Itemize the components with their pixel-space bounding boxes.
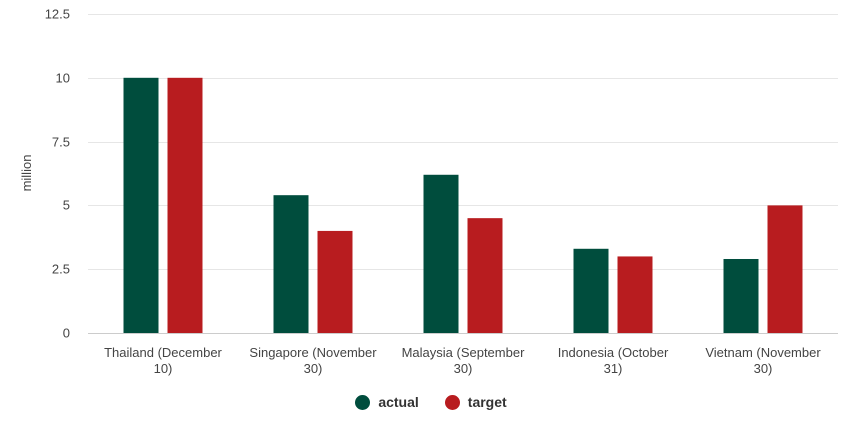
y-tick-label: 10 (56, 71, 70, 86)
x-axis-labels: Thailand (December 10) Singapore (November… (104, 345, 821, 376)
x-tick-label: Indonesia (October 31) (558, 345, 669, 376)
bar-target[interactable] (617, 256, 653, 333)
bar-target[interactable] (767, 205, 803, 333)
bar-actual[interactable] (573, 248, 609, 333)
bar-target[interactable] (317, 230, 353, 333)
x-tick-label: Malaysia (September 30) (402, 345, 525, 376)
x-tick-label: Thailand (December 10) (104, 345, 222, 376)
y-tick-label: 2.5 (52, 262, 70, 277)
y-tick-label: 0 (63, 326, 70, 341)
y-axis-label: million (19, 155, 34, 192)
x-tick-label: Vietnam (November 30) (705, 345, 821, 376)
legend-marker-target (444, 394, 460, 410)
legend-label-target: target (467, 394, 507, 410)
bar-target[interactable] (167, 77, 203, 333)
gridlines (88, 14, 838, 334)
legend-item-target[interactable]: target (444, 394, 507, 410)
x-tick-label: Singapore (November 30) (249, 345, 377, 376)
legend-marker-actual (355, 394, 371, 410)
y-tick-label: 12.5 (45, 7, 70, 22)
y-tick-label: 5 (63, 198, 70, 213)
legend-item-actual[interactable]: actual (355, 394, 419, 410)
bar-actual[interactable] (723, 258, 759, 333)
legend-label-actual: actual (378, 394, 419, 410)
bar-actual[interactable] (423, 174, 459, 333)
y-axis-ticks: 0 2.5 5 7.5 10 12.5 (45, 7, 70, 341)
y-tick-label: 7.5 (52, 135, 70, 150)
bars (123, 77, 803, 333)
bar-actual[interactable] (273, 195, 309, 333)
bar-target[interactable] (467, 218, 503, 333)
bar-actual[interactable] (123, 77, 159, 333)
legend: actual target (0, 394, 862, 410)
